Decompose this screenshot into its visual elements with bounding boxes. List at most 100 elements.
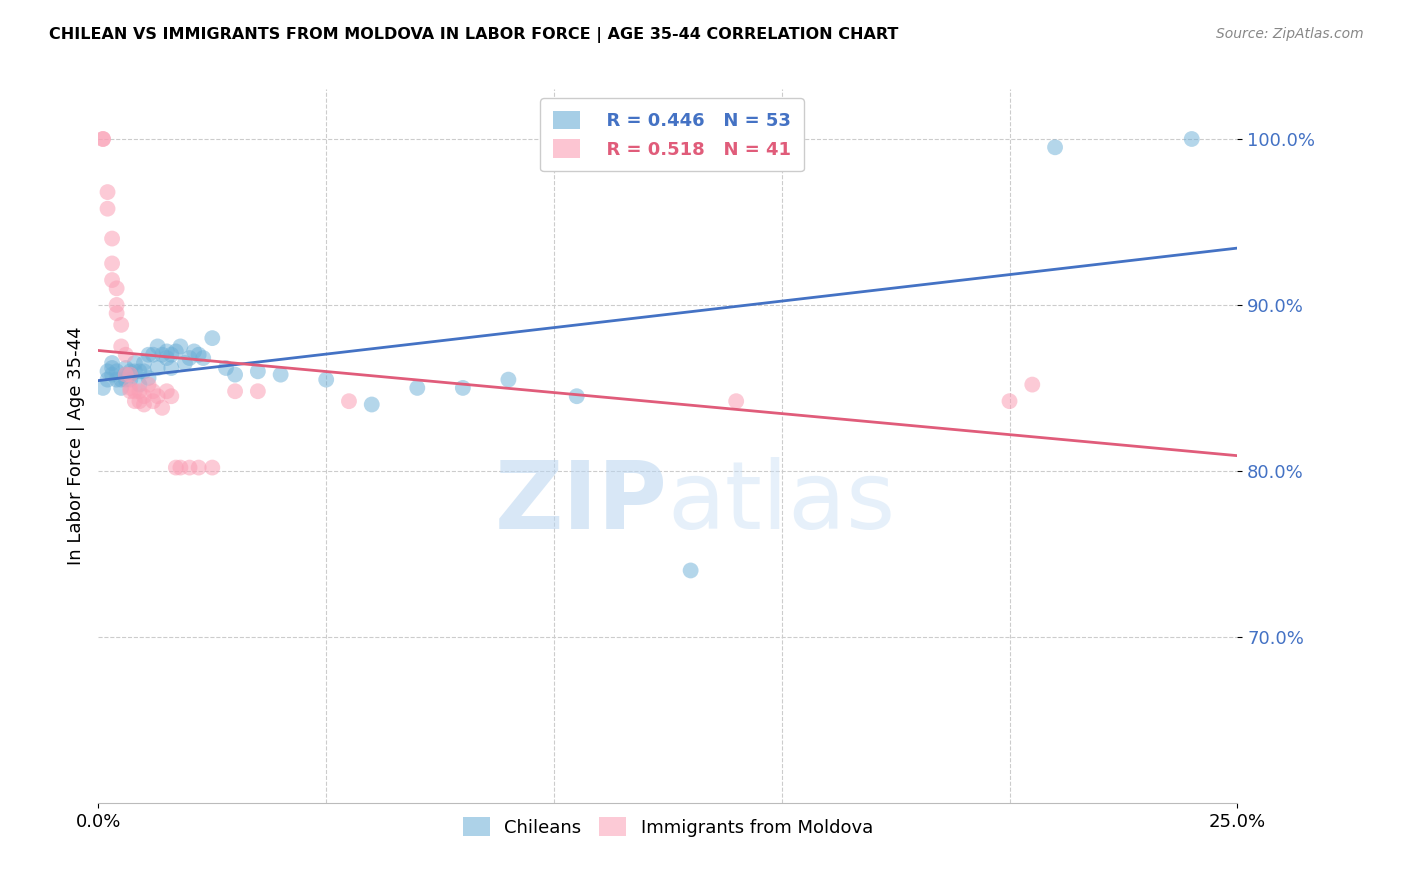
Point [146,361,169,376]
Point [101,368,124,382]
Point [146,339,169,353]
Point [270,368,292,382]
Point [110,339,132,353]
Point [101,361,124,376]
Point [142,394,165,409]
Point [315,373,337,387]
Point [101,273,124,287]
Point [165,344,187,359]
Point [128,384,150,399]
Point [110,373,132,387]
Point [132,356,155,370]
Point [101,356,124,370]
Point [132,397,155,411]
Point [215,361,238,376]
Point [187,460,209,475]
Point [998,394,1021,409]
Point [101,256,124,270]
Point [174,356,197,370]
Point [96,364,118,378]
Point [146,389,169,403]
Point [138,377,160,392]
Point [337,394,360,409]
Point [498,373,520,387]
Point [183,344,205,359]
Point [160,348,183,362]
Point [128,364,150,378]
Point [91,132,114,146]
Point [114,368,136,382]
Point [224,368,246,382]
Point [1181,132,1204,146]
Point [156,351,179,365]
Point [96,185,118,199]
Point [246,384,269,399]
Point [132,364,155,378]
Point [105,364,128,378]
Text: ZIP: ZIP [495,457,668,549]
Point [124,356,146,370]
Point [406,381,429,395]
Point [110,381,132,395]
Point [150,348,173,362]
Point [193,351,215,365]
Point [114,361,136,376]
Point [156,344,179,359]
Point [114,348,136,362]
Point [114,368,136,382]
Point [156,384,179,399]
Point [128,394,150,409]
Point [169,339,191,353]
Point [169,460,191,475]
Point [120,368,142,382]
Point [201,331,224,345]
Point [120,381,142,395]
Point [138,348,160,362]
Point [150,401,173,415]
Legend: Chileans, Immigrants from Moldova: Chileans, Immigrants from Moldova [456,810,880,844]
Point [451,381,474,395]
Point [565,389,588,403]
Point [124,364,146,378]
Point [105,306,128,320]
Point [110,318,132,332]
Point [96,202,118,216]
Point [187,348,209,362]
Point [124,394,146,409]
Point [179,351,201,365]
Point [360,397,382,411]
Point [132,389,155,403]
Text: CHILEAN VS IMMIGRANTS FROM MOLDOVA IN LABOR FORCE | AGE 35-44 CORRELATION CHART: CHILEAN VS IMMIGRANTS FROM MOLDOVA IN LA… [49,27,898,43]
Point [120,384,142,399]
Point [91,132,114,146]
Point [1021,377,1043,392]
Point [120,368,142,382]
Y-axis label: In Labor Force | Age 35-44: In Labor Force | Age 35-44 [66,326,84,566]
Point [101,231,124,245]
Point [1043,140,1066,154]
Point [105,281,128,295]
Point [160,361,183,376]
Point [142,384,165,399]
Point [124,384,146,399]
Point [128,377,150,392]
Point [105,373,128,387]
Point [725,394,748,409]
Point [120,364,142,378]
Point [165,460,187,475]
Point [138,371,160,385]
Point [114,373,136,387]
Text: Source: ZipAtlas.com: Source: ZipAtlas.com [1216,27,1364,41]
Point [120,373,142,387]
Point [142,348,165,362]
Point [246,364,269,378]
Point [160,389,183,403]
Point [224,384,246,399]
Point [679,564,702,578]
Point [105,298,128,312]
Point [96,373,118,387]
Text: atlas: atlas [668,457,896,549]
Point [201,460,224,475]
Point [179,460,201,475]
Point [91,381,114,395]
